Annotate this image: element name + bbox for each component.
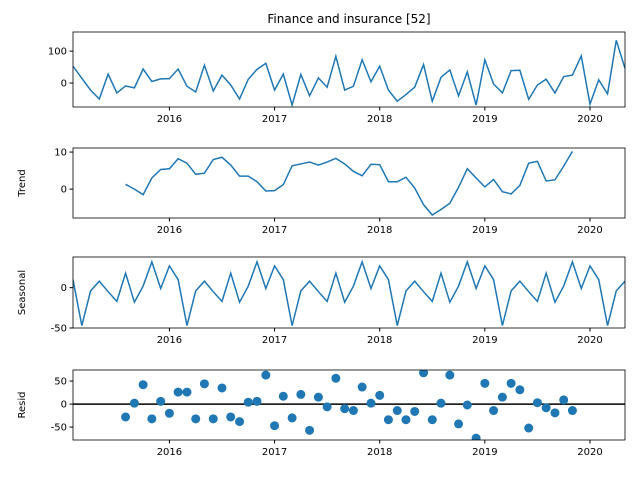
data-point	[235, 417, 245, 427]
x-tick-label: 2017	[262, 114, 287, 125]
data-point	[392, 406, 402, 416]
x-tick-label: 2018	[367, 335, 392, 346]
data-point	[375, 390, 385, 400]
x-tick-label: 2016	[157, 225, 182, 236]
data-point	[208, 414, 218, 424]
plot-area	[73, 40, 625, 107]
x-tick-label: 2016	[157, 114, 182, 125]
x-tick-label: 2016	[157, 335, 182, 346]
data-point	[348, 406, 358, 416]
axes-frame	[72, 256, 626, 329]
x-tick-label: 2017	[262, 447, 287, 458]
data-point	[427, 415, 437, 425]
x-tick-label: 2020	[577, 225, 602, 236]
x-tick-label: 2020	[577, 114, 602, 125]
data-point	[305, 425, 315, 435]
data-point	[199, 379, 209, 389]
data-point	[383, 415, 393, 425]
data-point	[454, 419, 464, 429]
data-point	[567, 406, 577, 416]
data-point	[524, 423, 534, 433]
x-tick-label: 2017	[262, 335, 287, 346]
data-point	[217, 383, 227, 393]
x-tick-label: 2018	[367, 114, 392, 125]
data-point	[191, 414, 201, 424]
x-tick-label: 2018	[367, 225, 392, 236]
data-point	[331, 373, 341, 383]
y-tick-label: 100	[48, 47, 67, 58]
data-point	[296, 389, 306, 399]
data-line	[125, 150, 574, 217]
axes-frame	[72, 369, 626, 441]
data-point	[278, 391, 288, 401]
plot-area	[73, 370, 625, 440]
x-tick-label: 2019	[472, 225, 497, 236]
x-tick-label: 2017	[262, 225, 287, 236]
data-point	[287, 413, 297, 423]
y-axis-label: Seasonal	[17, 270, 28, 315]
data-point	[226, 412, 236, 422]
y-tick-label: 10	[54, 148, 67, 159]
data-point	[410, 406, 420, 416]
data-point	[270, 421, 280, 431]
x-tick-label: 2019	[472, 447, 497, 458]
data-point	[252, 396, 262, 406]
y-tick-label: 0	[61, 400, 67, 411]
y-tick-label: 0	[61, 79, 67, 90]
y-tick-label: 0	[61, 185, 67, 196]
data-point	[340, 404, 350, 414]
y-axis-label: Resid	[17, 392, 28, 419]
x-tick-label: 2016	[157, 447, 182, 458]
data-point	[559, 395, 569, 405]
data-point	[480, 378, 490, 388]
data-point	[129, 398, 139, 408]
data-point	[445, 370, 455, 380]
data-point	[532, 398, 542, 408]
data-point	[550, 408, 560, 418]
data-point	[243, 397, 253, 407]
axes-frame	[72, 147, 626, 219]
y-tick-label: 0	[61, 283, 67, 294]
data-point	[489, 406, 499, 416]
data-point	[506, 378, 516, 388]
x-tick-label: 2019	[472, 114, 497, 125]
data-point	[261, 370, 271, 380]
y-axis-label: Trend	[17, 169, 28, 197]
x-tick-label: 2020	[577, 447, 602, 458]
y-tick-label: -50	[51, 423, 67, 434]
data-point	[121, 412, 131, 422]
y-tick-label: 50	[54, 377, 67, 388]
plot-area	[125, 150, 574, 217]
data-line	[73, 259, 625, 326]
data-point	[366, 398, 376, 408]
y-tick-label: -50	[51, 324, 67, 335]
data-point	[322, 402, 332, 412]
axes-frame	[72, 31, 626, 108]
data-point	[182, 387, 192, 397]
data-point	[401, 415, 411, 425]
data-point	[462, 400, 472, 410]
data-point	[313, 392, 323, 402]
chart-title: Finance and insurance [52]	[267, 12, 430, 26]
plot-area	[73, 259, 625, 326]
x-tick-label: 2020	[577, 335, 602, 346]
x-tick-label: 2018	[367, 447, 392, 458]
x-tick-label: 2019	[472, 335, 497, 346]
data-point	[147, 414, 157, 424]
data-point	[138, 380, 148, 390]
data-point	[515, 385, 525, 395]
data-point	[357, 382, 367, 392]
data-point	[156, 396, 166, 406]
data-point	[436, 398, 446, 408]
data-line	[73, 40, 625, 107]
data-point	[164, 408, 174, 418]
data-point	[419, 370, 429, 378]
data-point	[541, 403, 551, 413]
data-point	[497, 392, 507, 402]
data-point	[173, 387, 183, 397]
data-point	[471, 433, 481, 440]
